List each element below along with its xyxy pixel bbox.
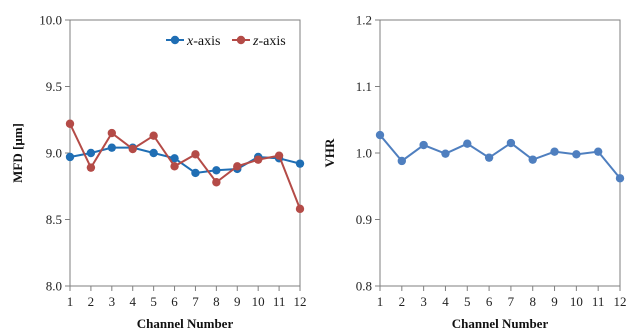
vhr-xtick-label: 12 bbox=[614, 294, 627, 309]
mfd-series-0-point bbox=[191, 168, 200, 178]
vhr-xtick-label: 4 bbox=[442, 294, 449, 309]
mfd-series-1-point bbox=[191, 150, 200, 159]
mfd-ytick-label: 8.5 bbox=[46, 212, 62, 227]
vhr-series-0-point bbox=[528, 155, 537, 164]
vhr-series-0-point bbox=[615, 174, 625, 183]
mfd-legend-swatch-marker bbox=[236, 35, 246, 45]
mfd-series-0-point bbox=[170, 154, 179, 163]
mfd-series-1-point bbox=[212, 178, 221, 187]
mfd-series-1-point bbox=[65, 119, 75, 128]
vhr-xtick-label: 9 bbox=[551, 294, 558, 309]
mfd-xtick-label: 5 bbox=[150, 294, 157, 309]
mfd-xtick-label: 9 bbox=[234, 294, 241, 309]
vhr-series-0-point bbox=[375, 130, 385, 140]
mfd-xtick-label: 4 bbox=[129, 294, 136, 309]
mfd-legend-swatch-marker bbox=[170, 35, 180, 45]
mfd-series-1-point bbox=[274, 151, 284, 160]
vhr-series-0-point bbox=[484, 153, 494, 162]
mfd-xtick-label: 7 bbox=[192, 294, 199, 309]
vhr-ytick-label: 0.8 bbox=[356, 279, 372, 294]
mfd-xtick-label: 6 bbox=[171, 294, 178, 309]
vhr-series-0-line bbox=[379, 134, 621, 179]
vhr-series-0-point bbox=[397, 156, 407, 166]
mfd-series-0-point bbox=[107, 143, 117, 152]
mfd-ytick-label: 10.0 bbox=[39, 13, 62, 28]
vhr-xtick-label: 6 bbox=[486, 294, 493, 309]
vhr-series-0-point bbox=[419, 140, 428, 150]
vhr-series-0-point bbox=[593, 147, 603, 156]
mfd-series-1-point bbox=[149, 131, 158, 140]
mfd-series-1-point bbox=[295, 204, 305, 214]
mfd-series-1-point bbox=[170, 162, 179, 171]
vhr-series-0-point bbox=[463, 139, 472, 148]
vhr-xtick-label: 1 bbox=[377, 294, 384, 309]
vhr-xtick-label: 2 bbox=[399, 294, 406, 309]
mfd-y-axis-label: MFD [μm] bbox=[10, 123, 25, 183]
legend-label-suffix: -axis bbox=[193, 34, 220, 49]
mfd-series-0-point bbox=[86, 148, 96, 158]
mfd-xtick-label: 2 bbox=[88, 294, 95, 309]
vhr-ytick-label: 1.1 bbox=[356, 79, 372, 94]
mfd-xtick-label: 1 bbox=[67, 294, 74, 309]
vhr-ytick-label: 1.0 bbox=[356, 146, 372, 161]
vhr-ytick-label: 1.2 bbox=[356, 13, 372, 28]
vhr-series-0-point bbox=[550, 147, 559, 156]
mfd-series-0-point bbox=[212, 166, 221, 175]
mfd-x-axis-label: Channel Number bbox=[137, 316, 234, 331]
mfd-legend-label: x-axis bbox=[186, 34, 220, 49]
vhr-y-axis-label: VHR bbox=[322, 138, 337, 168]
mfd-series-1-point bbox=[107, 128, 117, 138]
vhr-xtick-label: 11 bbox=[592, 294, 605, 309]
mfd-xtick-label: 3 bbox=[109, 294, 116, 309]
vhr-series-0-point bbox=[572, 150, 581, 159]
mfd-xtick-label: 12 bbox=[294, 294, 307, 309]
vhr-xtick-label: 8 bbox=[529, 294, 536, 309]
legend-label-suffix: -axis bbox=[258, 34, 285, 49]
mfd-legend-label: z-axis bbox=[252, 34, 286, 49]
legend-label-italic: x bbox=[186, 34, 194, 49]
mfd-plot-frame bbox=[69, 19, 301, 287]
legend-label-italic: z bbox=[252, 34, 259, 49]
vhr-xtick-label: 5 bbox=[464, 294, 471, 309]
mfd-ytick-label: 9.0 bbox=[46, 146, 62, 161]
vhr-xtick-label: 10 bbox=[570, 294, 583, 309]
mfd-series-1-point bbox=[233, 162, 242, 171]
mfd-series-1-point bbox=[128, 144, 137, 154]
vhr-x-axis-label: Channel Number bbox=[452, 316, 549, 331]
vhr-series-0-point bbox=[441, 149, 450, 158]
mfd-series-0-point bbox=[149, 148, 158, 158]
mfd-xtick-label: 10 bbox=[252, 294, 265, 309]
mfd-xtick-label: 8 bbox=[213, 294, 220, 309]
mfd-ytick-label: 9.5 bbox=[46, 79, 62, 94]
vhr-xtick-label: 7 bbox=[508, 294, 515, 309]
mfd-series-1-point bbox=[86, 163, 96, 172]
mfd-xtick-label: 11 bbox=[273, 294, 286, 309]
mfd-series-0-point bbox=[65, 152, 75, 162]
vhr-ytick-label: 0.9 bbox=[356, 212, 372, 227]
mfd-series-1-point bbox=[253, 155, 263, 164]
vhr-series-0-point bbox=[506, 138, 516, 148]
mfd-series-0-point bbox=[295, 159, 305, 168]
mfd-ytick-label: 8.0 bbox=[46, 279, 62, 294]
vhr-xtick-label: 3 bbox=[420, 294, 427, 309]
